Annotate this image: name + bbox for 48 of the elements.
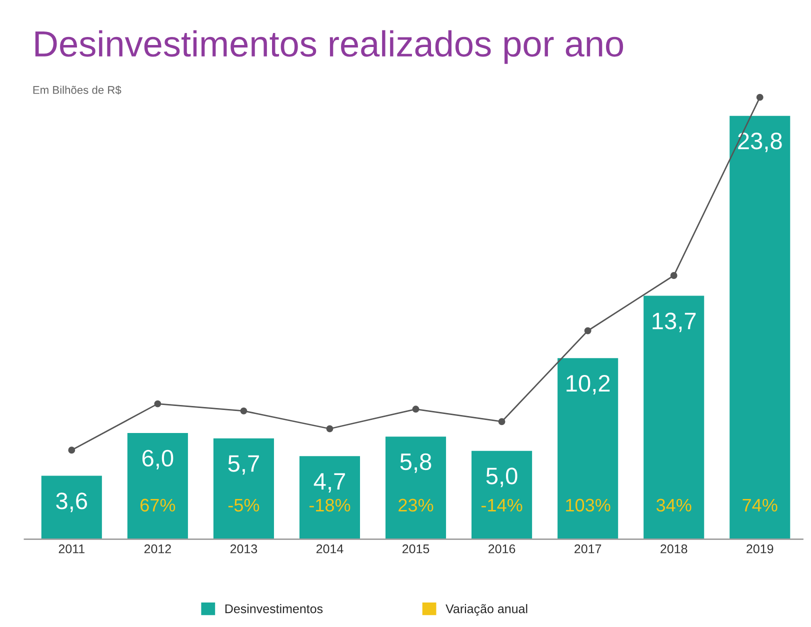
text: -5% bbox=[228, 498, 260, 512]
data-label: 5,0 bbox=[486, 468, 518, 488]
bar bbox=[728, 114, 792, 540]
point bbox=[154, 400, 162, 408]
bar bbox=[298, 454, 362, 540]
bar bbox=[642, 294, 706, 540]
text: 23% bbox=[398, 498, 434, 512]
point bbox=[670, 272, 678, 279]
legend-label: Desinvestimentos bbox=[225, 604, 323, 614]
data-label: 10,2 bbox=[566, 374, 610, 394]
point bbox=[756, 94, 764, 101]
text: 74% bbox=[742, 498, 778, 512]
point bbox=[68, 446, 76, 454]
x-tick-label: 2011 bbox=[58, 544, 84, 554]
data-label: 4,7 bbox=[314, 473, 345, 492]
x-tick-label: 2019 bbox=[746, 544, 774, 554]
text: 103% bbox=[566, 498, 610, 512]
chart-subtitle: Em Bilhões de R$ bbox=[33, 86, 122, 95]
x-tick-label: 2017 bbox=[574, 544, 602, 554]
legend-label: Variação anual bbox=[446, 604, 528, 616]
bar bbox=[384, 435, 448, 540]
data-label: 3,6 bbox=[56, 492, 88, 512]
text: -18% bbox=[309, 498, 350, 512]
data-label: 23,8 bbox=[738, 132, 782, 152]
data-label: 5,7 bbox=[228, 455, 259, 475]
x-tick-label: 2018 bbox=[660, 544, 688, 554]
point bbox=[584, 327, 592, 334]
bar bbox=[40, 474, 104, 540]
x-tick-label: 2012 bbox=[144, 544, 171, 554]
text: -14% bbox=[482, 498, 522, 512]
x-tick-label: 2016 bbox=[488, 544, 516, 554]
x-tick-label: 2014 bbox=[316, 544, 344, 554]
bar bbox=[212, 436, 276, 540]
text: 34% bbox=[656, 498, 692, 512]
data-label: 5,8 bbox=[400, 453, 432, 473]
x-tick-label: 2013 bbox=[230, 544, 258, 554]
point bbox=[326, 425, 334, 432]
bar bbox=[470, 449, 534, 540]
point bbox=[240, 407, 248, 414]
bar bbox=[556, 356, 620, 540]
data-label: 6,0 bbox=[142, 450, 174, 470]
data-label: 13,7 bbox=[652, 312, 696, 332]
point bbox=[498, 418, 506, 426]
text: 67% bbox=[140, 498, 176, 512]
bar bbox=[126, 432, 190, 540]
chart-title: Desinvestimentos realizados por ano bbox=[35, 30, 624, 64]
x-tick-label: 2015 bbox=[402, 544, 430, 554]
point bbox=[412, 406, 420, 413]
